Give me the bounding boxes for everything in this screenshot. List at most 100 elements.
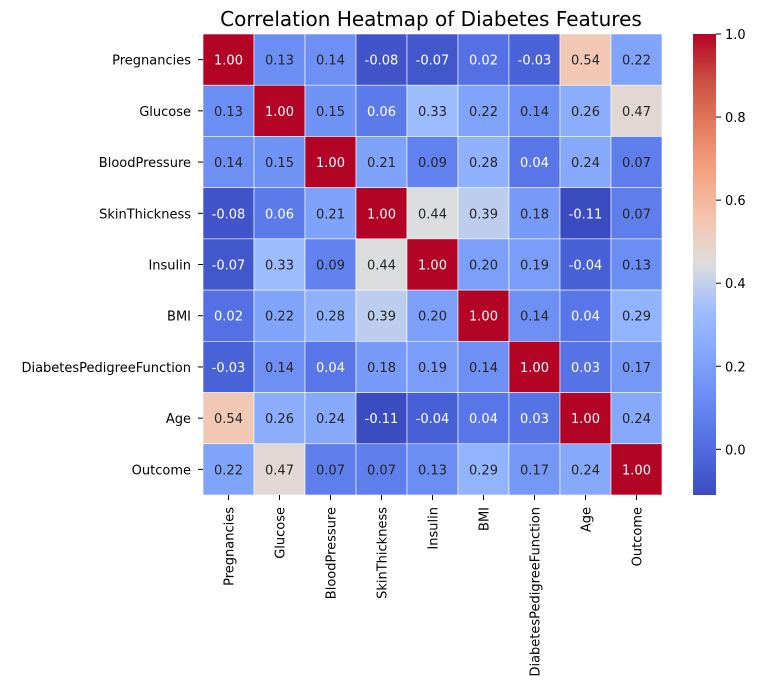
- heatmap-cell: [253, 341, 306, 393]
- heatmap-cell: [202, 289, 255, 342]
- heatmap-cell: [610, 84, 663, 137]
- heatmap-cell-value: 0.14: [469, 361, 498, 376]
- heatmap-cell-value: 0.17: [520, 463, 549, 478]
- heatmap-cell-value: -0.03: [212, 361, 246, 376]
- heatmap-cell-value: 1.00: [265, 105, 294, 120]
- heatmap-cell-value: 0.13: [622, 259, 651, 274]
- y-axis-tick-labels: Pregnancies Glucose BloodPressure SkinThick…: [21, 54, 203, 478]
- colorbar-tick-label: 0.2: [725, 360, 746, 375]
- heatmap-cells: [202, 33, 663, 496]
- heatmap-cell-value: 0.07: [622, 156, 651, 171]
- colorbar-tick-label: 1.0: [725, 28, 746, 43]
- heatmap-cell: [253, 33, 306, 86]
- heatmap-cell: [406, 341, 459, 393]
- y-axis-tick-label: DiabetesPedigreeFunction: [21, 361, 191, 376]
- heatmap-cell-value: 0.14: [214, 156, 243, 171]
- chart-title: Correlation Heatmap of Diabetes Features: [220, 7, 642, 31]
- heatmap-cell: [202, 84, 255, 137]
- heatmap-cell: [355, 238, 408, 291]
- heatmap-cell-value: 0.47: [265, 463, 294, 478]
- heatmap-cell: [202, 341, 255, 393]
- heatmap-cell: [610, 443, 663, 496]
- heatmap-cell-value: 1.00: [214, 54, 243, 69]
- heatmap-cell: [202, 136, 255, 188]
- heatmap-cell-value: 0.54: [571, 54, 600, 69]
- x-axis-tick-label: BloodPressure: [325, 507, 340, 599]
- heatmap-cell: [253, 238, 306, 291]
- y-axis-tick-label: Glucose: [139, 105, 191, 120]
- heatmap-cell-value: -0.03: [518, 54, 552, 69]
- heatmap-cell: [406, 443, 459, 496]
- heatmap-cell-value: 0.14: [316, 54, 345, 69]
- heatmap-cell-value: 0.22: [214, 463, 243, 478]
- x-axis-tick-label: SkinThickness: [376, 507, 391, 599]
- heatmap-cell-value: 1.00: [418, 259, 447, 274]
- heatmap-cell: [202, 392, 255, 445]
- heatmap-cell-value: 0.29: [622, 310, 651, 325]
- heatmap-cell-value: 0.18: [367, 361, 396, 376]
- colorbar-tick-label: 0.8: [725, 111, 746, 126]
- heatmap-cell-value: 0.19: [418, 361, 447, 376]
- heatmap-cell-value: 0.13: [418, 463, 447, 478]
- heatmap-cell: [508, 238, 561, 291]
- heatmap-cell-value: 0.02: [214, 310, 243, 325]
- heatmap-cell-value: 0.54: [214, 412, 243, 427]
- heatmap-cell: [559, 33, 612, 86]
- heatmap-cell-value: 0.47: [622, 105, 651, 120]
- heatmap-cell: [355, 33, 408, 86]
- heatmap-cell: [406, 84, 459, 137]
- heatmap-cell: [355, 289, 408, 342]
- heatmap-cell: [253, 187, 306, 240]
- heatmap-cell-value: 0.39: [469, 207, 498, 222]
- heatmap-cell: [406, 289, 459, 342]
- heatmap-cell: [304, 238, 357, 291]
- heatmap-cell: [355, 392, 408, 445]
- heatmap-cell-value: 0.14: [520, 310, 549, 325]
- y-axis-tick-label: Age: [166, 412, 191, 427]
- heatmap-cell: [610, 238, 663, 291]
- heatmap-cell-value: 0.07: [622, 207, 651, 222]
- y-axis-tick-label: Outcome: [132, 463, 191, 478]
- heatmap-cell-value: 1.00: [367, 207, 396, 222]
- y-axis-tick-label: Pregnancies: [112, 54, 191, 69]
- x-axis-tick-label: Insulin: [427, 507, 442, 550]
- colorbar: 0.0 0.2 0.4 0.6 0.8 1.0: [693, 28, 746, 495]
- x-axis-tick-labels: Pregnancies Glucose BloodPressure SkinThick…: [223, 495, 646, 677]
- heatmap-cell-value: 0.06: [265, 207, 294, 222]
- heatmap-cell-value: -0.11: [365, 412, 399, 427]
- heatmap-cell-value: 0.39: [367, 310, 396, 325]
- heatmap-cell: [610, 392, 663, 445]
- heatmap-cell: [304, 136, 357, 188]
- heatmap-cell-value: 0.22: [469, 105, 498, 120]
- heatmap-cell-value: 0.24: [622, 412, 651, 427]
- heatmap-cell: [253, 289, 306, 342]
- heatmap-cell-value: 0.04: [571, 310, 600, 325]
- heatmap-cell-value: 0.17: [622, 361, 651, 376]
- heatmap-cell-value: 0.28: [316, 310, 345, 325]
- heatmap-cell-labels: 1.00 0.13 0.14 -0.08 -0.07 0.02 -0.03 0.54 0.22 0…: [212, 54, 651, 479]
- y-axis-tick-label: SkinThickness: [99, 207, 191, 222]
- heatmap-cell: [457, 443, 510, 496]
- heatmap-cell-value: -0.11: [569, 207, 603, 222]
- heatmap-cell: [406, 136, 459, 188]
- heatmap-cell: [304, 84, 357, 137]
- heatmap-cell-value: 0.04: [469, 412, 498, 427]
- heatmap-cell: [202, 238, 255, 291]
- heatmap-cell: [559, 84, 612, 137]
- colorbar-tick-label: 0.6: [725, 194, 746, 209]
- heatmap-cell-value: -0.07: [212, 259, 246, 274]
- y-axis-tick-label: BloodPressure: [99, 156, 191, 171]
- heatmap-cell: [508, 341, 561, 393]
- heatmap-cell-value: 0.04: [316, 361, 345, 376]
- heatmap-cell-value: 0.04: [520, 156, 549, 171]
- heatmap-cell: [202, 187, 255, 240]
- colorbar-tick-label: 0.4: [725, 277, 746, 292]
- heatmap-cell-value: -0.04: [416, 412, 450, 427]
- heatmap-cell-value: 0.24: [571, 156, 600, 171]
- heatmap-cell: [304, 289, 357, 342]
- heatmap-cell-value: 0.14: [520, 105, 549, 120]
- heatmap-cell: [355, 136, 408, 188]
- heatmap-cell: [508, 443, 561, 496]
- heatmap-cell-value: 0.33: [265, 259, 294, 274]
